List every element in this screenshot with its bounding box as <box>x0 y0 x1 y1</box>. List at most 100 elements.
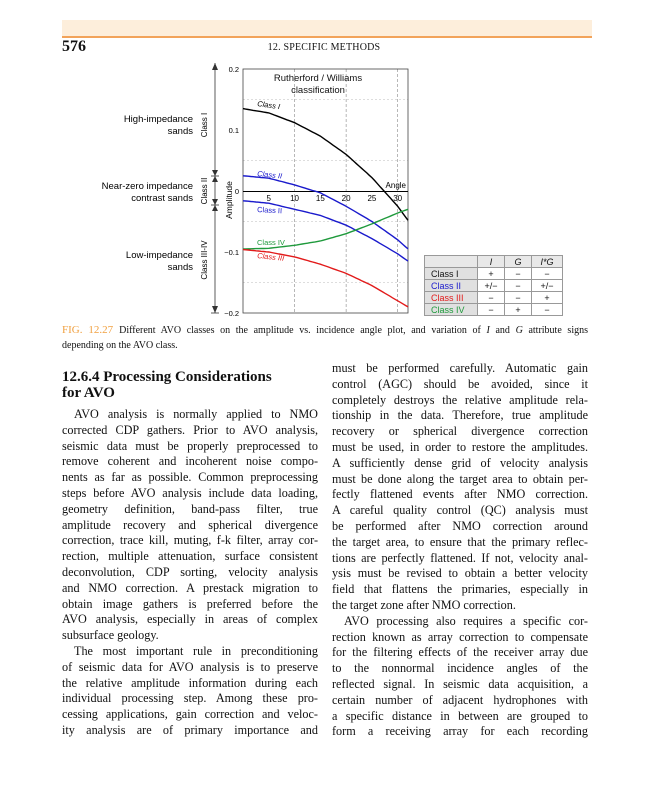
text-line: ysis must be revised to obtain a better … <box>332 566 588 581</box>
table-row-label: Class I <box>424 267 478 280</box>
table-cell: − <box>477 303 505 316</box>
table-cell: + <box>531 291 563 304</box>
x-axis-label: Angle <box>386 181 407 190</box>
text-line: cessing applications, gain correction an… <box>62 707 318 722</box>
text-line: AVO processing also requires a specific … <box>344 613 588 628</box>
caption-line2: depending on the AVO class. <box>62 340 178 351</box>
figure-caption: FIG. 12.27 Different AVO classes on the a… <box>62 323 588 353</box>
x-tick-label: 25 <box>367 194 376 203</box>
near-zero-label-1: Near-zero impedance <box>102 181 193 192</box>
section-heading-line1: 12.6.4 Processing Considerations <box>62 369 272 385</box>
text-line: remove coherent and incoherent noise com… <box>62 454 318 469</box>
low-impedance-label-2: sands <box>168 262 194 273</box>
table-header-cell <box>424 255 478 268</box>
curve-label: Class III <box>257 251 285 263</box>
running-head: 12. SPECIFIC METHODS <box>267 42 381 53</box>
text-line: must be used, in order to restore the am… <box>332 439 588 454</box>
text-line: form a receiving array for each recordin… <box>332 724 588 739</box>
text-line: certain number of adjacent hydrophones w… <box>332 692 588 707</box>
table-header-cell: G <box>504 255 532 268</box>
curve-label: Class IV <box>257 238 285 247</box>
x-tick-label: 10 <box>290 194 299 203</box>
text-line: control (AGC) should be avoided, since i… <box>332 376 588 391</box>
curve-class-iii <box>242 248 409 308</box>
y-tick-label: −0.1 <box>224 248 239 257</box>
text-line: obtain image gathers is preferred before… <box>62 596 318 611</box>
text-line: corrected CDP gathers. Prior to AVO anal… <box>62 422 318 437</box>
curve-label: Class II <box>257 169 283 181</box>
table-row: Class I + − − <box>424 267 563 280</box>
table-header-row: I G I*G <box>424 255 563 268</box>
x-tick-label: 5 <box>267 194 272 203</box>
text-line: A sufficiently dense grid of velocity an… <box>332 455 588 470</box>
section-heading-line2: for AVO <box>62 384 115 401</box>
text-line: reflected signal. In seismic data acquis… <box>332 676 588 691</box>
header-band <box>62 20 592 38</box>
table-cell: +/− <box>531 279 563 292</box>
text-line: recovery or spherical divergence correct… <box>332 424 588 439</box>
table-cell: − <box>504 291 532 304</box>
table-cell: − <box>531 303 563 316</box>
text-line: and NMO correction. A prestack migration… <box>62 580 318 595</box>
low-impedance-label-1: Low-impedance <box>126 250 193 261</box>
text-line: A careful quality control (QC) analysis … <box>332 503 588 518</box>
caption-text: attribute signs <box>522 325 588 336</box>
table-cell: − <box>504 267 532 280</box>
text-line: tionship in the data. Therefore, true am… <box>332 408 588 423</box>
curve-class-iv <box>243 208 409 250</box>
curves <box>242 107 409 308</box>
text-line: must be performed carefully. Automatic g… <box>332 361 588 375</box>
text-line: ity analysis are of primary importance a… <box>62 722 318 737</box>
text-line: steps before AVO analysis include data l… <box>62 485 318 500</box>
x-tick-label: 15 <box>316 194 325 203</box>
table-header-cell: I*G <box>531 255 563 268</box>
text-line: correction, trace kill, muting, f-k filt… <box>62 533 318 548</box>
y-axis-label: Amplitude <box>224 181 234 219</box>
text-line: nents as far as possible. Common preproc… <box>62 470 318 485</box>
text-line: amplitude recovery and spherical diverge… <box>62 517 318 532</box>
text-line: individual processing step. Among these … <box>62 691 318 706</box>
text-line: completely destroys the relative amplitu… <box>332 392 588 407</box>
text-line: the target zone after NMO correction. <box>332 597 516 612</box>
table-cell: +/− <box>477 279 505 292</box>
y-tick-label: 0.1 <box>229 126 239 135</box>
text-line: subsurface geology. <box>62 628 159 643</box>
table-row: Class IV − + − <box>424 303 563 316</box>
text-line: the target area, to ensure that the prim… <box>332 534 588 549</box>
attribute-sign-table: I G I*G Class I + − − Class II +/− − +/− Class III −… <box>424 255 563 316</box>
page-number: 576 <box>62 38 86 55</box>
text-line: rection, multiple attenuation, surface c… <box>62 549 318 564</box>
x-tick-label: 30 <box>393 194 402 203</box>
text-line: fectly flattened events after NMO correc… <box>332 487 588 502</box>
text-line: AVO analysis, especially in areas of com… <box>62 612 318 627</box>
text-line: seismic data must be properly preprocess… <box>62 438 318 453</box>
y-tick-label: 0 <box>235 187 239 196</box>
caption-text: Different AVO classes on the amplitude v… <box>119 325 487 336</box>
table-cell: − <box>504 279 532 292</box>
curve-labels: Class I Class II Class II Class IV Class III <box>257 99 285 263</box>
text-line: for the filtering effects of the receive… <box>332 645 588 660</box>
x-tick-label: 20 <box>342 194 351 203</box>
table-row-label: Class II <box>424 279 478 292</box>
caption-g: G <box>515 325 523 336</box>
text-line: to the nonnormal incidence angles of the <box>332 661 588 676</box>
curve-class-i <box>242 107 409 221</box>
table-row-label: Class IV <box>424 303 478 316</box>
table-cell: − <box>477 291 505 304</box>
text-line: a specific distance in between are group… <box>332 708 588 723</box>
curve-label: Class I <box>257 99 281 111</box>
table-row: Class II +/− − +/− <box>424 279 563 292</box>
text-line: geometry definition, band-pass filter, t… <box>62 501 318 516</box>
ticks: 5 10 15 20 25 30 0.2 0.1 0 −0.1 −0.2 <box>224 65 402 318</box>
table-cell: − <box>531 267 563 280</box>
section-heading: 12.6.4 Processing Considerations for AVO <box>62 369 272 401</box>
near-zero-label-2: contrast sands <box>131 193 193 204</box>
text-line: field that flattens the primaries, espec… <box>332 582 588 597</box>
class-iii-iv-range-label: Class III-IV <box>200 240 209 280</box>
curve-label: Class II <box>257 205 282 215</box>
caption-text: and <box>489 325 516 336</box>
caption-i: I <box>486 325 490 336</box>
table-cell: + <box>504 303 532 316</box>
curve-class-ii <box>242 200 409 262</box>
high-impedance-label-2: sands <box>168 126 194 137</box>
